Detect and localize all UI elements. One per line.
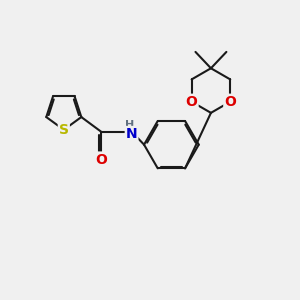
Text: S: S bbox=[59, 123, 69, 137]
Text: O: O bbox=[186, 95, 198, 109]
Text: O: O bbox=[95, 152, 107, 167]
Text: N: N bbox=[126, 127, 137, 141]
Text: O: O bbox=[224, 95, 236, 109]
Text: H: H bbox=[125, 120, 135, 130]
